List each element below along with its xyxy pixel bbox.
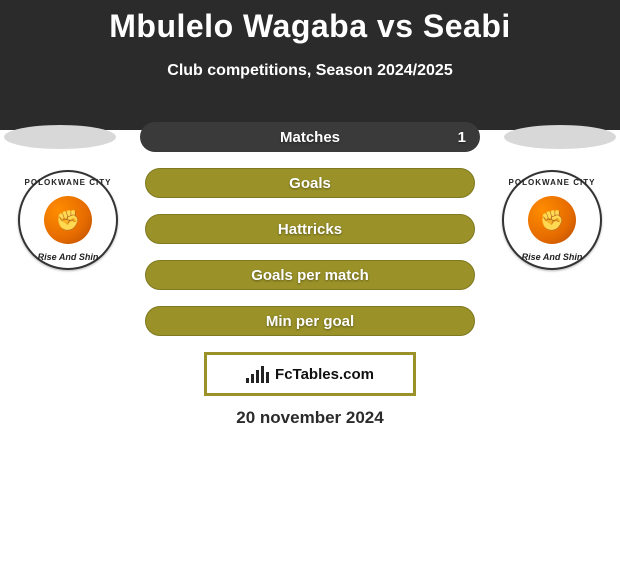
footer-date: 20 november 2024 <box>0 408 620 428</box>
stat-rows-container: Matches1 Goals Hattricks Goals per match Min… <box>140 122 480 352</box>
club-badge-left: POLOKWANE CITY Rise And Shin <box>18 170 118 270</box>
stat-row-goals: Goals <box>140 168 480 198</box>
badge-text-top: POLOKWANE CITY <box>25 178 112 187</box>
subtitle: Club competitions, Season 2024/2025 <box>0 62 620 80</box>
stat-label: Goals <box>140 175 480 192</box>
player-left-silhouette <box>4 125 116 149</box>
stat-label: Matches <box>140 129 480 146</box>
badge-inner-icon <box>44 196 92 244</box>
club-badge-right: POLOKWANE CITY Rise And Shin <box>502 170 602 270</box>
bar-icon-segment <box>251 374 254 383</box>
badge-inner-icon <box>528 196 576 244</box>
stat-row-gpm: Goals per match <box>140 260 480 290</box>
player-right-silhouette <box>504 125 616 149</box>
brand-text: FcTables.com <box>275 366 374 383</box>
stat-label: Min per goal <box>140 313 480 330</box>
bar-icon-segment <box>256 370 259 383</box>
stat-row-matches: Matches1 <box>140 122 480 152</box>
footer-brand-box: FcTables.com <box>204 352 416 396</box>
badge-text-bottom: Rise And Shin <box>38 252 99 262</box>
stat-row-mpg: Min per goal <box>140 306 480 336</box>
brand-bars-icon <box>246 365 269 383</box>
page-title: Mbulelo Wagaba vs Seabi <box>0 8 620 45</box>
stat-row-hattricks: Hattricks <box>140 214 480 244</box>
bar-icon-segment <box>261 366 264 383</box>
badge-text-top: POLOKWANE CITY <box>509 178 596 187</box>
stat-value-right: 1 <box>458 129 466 146</box>
bar-icon-segment <box>246 378 249 383</box>
stat-label: Hattricks <box>140 221 480 238</box>
bar-icon-segment <box>266 372 269 383</box>
badge-text-bottom: Rise And Shin <box>522 252 583 262</box>
stat-label: Goals per match <box>140 267 480 284</box>
